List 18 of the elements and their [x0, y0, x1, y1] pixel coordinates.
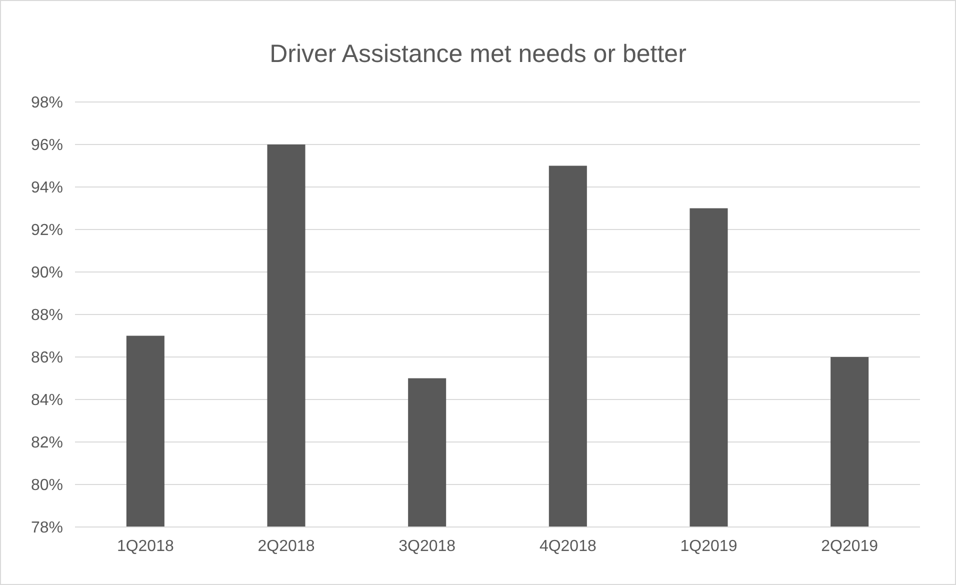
x-tick-label: 2Q2019 — [821, 538, 878, 555]
y-tick-label: 88% — [30, 307, 63, 324]
y-tick-label: 96% — [30, 137, 63, 154]
chart-title: Driver Assistance met needs or better — [270, 40, 686, 68]
x-tick-label: 3Q2018 — [398, 538, 456, 555]
y-tick-label: 92% — [30, 222, 63, 240]
x-tick-label: 4Q2018 — [539, 538, 596, 555]
y-tick-label: 84% — [30, 392, 63, 410]
y-tick-label: 94% — [30, 180, 63, 197]
x-tick-label: 1Q2018 — [116, 538, 174, 555]
y-tick-label: 98% — [30, 94, 63, 112]
y-tick-label: 80% — [30, 477, 63, 494]
y-tick-label: 90% — [30, 264, 63, 282]
y-tick-label: 86% — [30, 350, 63, 367]
x-tick-label: 2Q2018 — [258, 538, 315, 555]
x-tick-label: 1Q2019 — [680, 538, 738, 555]
y-tick-label: 78% — [30, 520, 63, 537]
y-tick-label: 82% — [30, 434, 63, 452]
